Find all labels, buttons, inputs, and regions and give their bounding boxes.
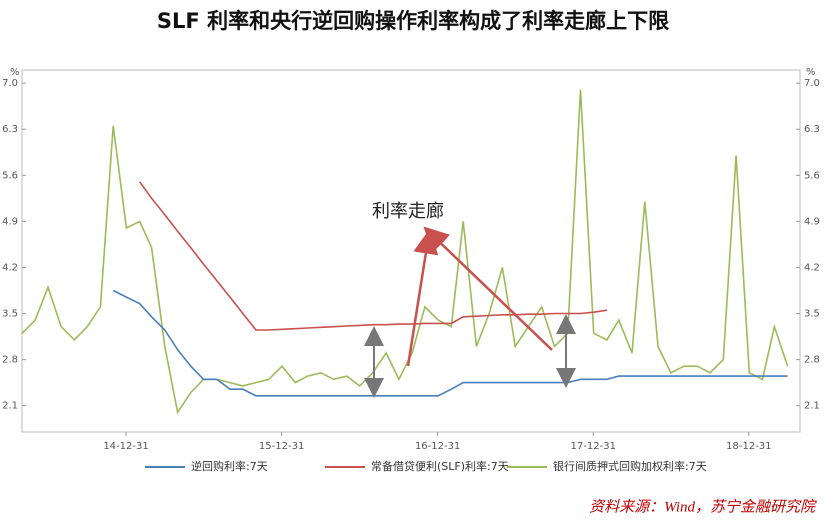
x-tick-label: 18-12-31 [726,441,771,452]
plot-frame [21,69,801,433]
y2-tick-label: 2.1 [804,401,820,412]
y-unit: % [10,67,20,78]
legend-label: 常备借贷便利(SLF)利率:7天 [371,459,509,473]
y-tick-label: 6.3 [2,124,18,135]
y2-tick-label: 7.0 [804,78,820,89]
legend-label: 银行间质押式回购加权利率:7天 [553,459,707,473]
series-line [112,289,788,397]
y-tick-label: 3.5 [2,309,18,320]
arrow [406,228,439,367]
y-tick-label: 4.9 [2,216,18,227]
x-tick-label: 16-12-31 [415,441,460,452]
source: 资料来源：Wind，苏宁金融研究院 [589,498,817,515]
y2-tick-label: 5.6 [804,170,820,181]
y2-tick-label: 2.8 [804,355,820,366]
y2-tick-label: 3.5 [804,309,820,320]
y2-tick-label: 4.9 [804,216,820,227]
series-line [21,89,789,415]
chart-title: SLF 利率和央行逆回购操作利率构成了利率走廊上下限 [157,9,669,33]
series-line [139,181,608,331]
legend-label: 逆回购利率:7天 [191,459,268,473]
y-tick-label: 2.8 [2,355,18,366]
y2-tick-label: 4.2 [804,262,820,273]
y-tick-label: 7.0 [2,78,18,89]
arrow [423,226,553,351]
y-tick-label: 2.1 [2,401,18,412]
annotation: 利率走廊 [372,201,444,222]
y-tick-label: 5.6 [2,170,18,181]
y2-tick-label: 6.3 [804,124,820,135]
x-tick-label: 17-12-31 [571,441,616,452]
y-tick-label: 4.2 [2,262,18,273]
x-tick-label: 14-12-31 [103,441,148,452]
y2-unit: % [806,67,816,78]
x-tick-label: 15-12-31 [259,441,304,452]
